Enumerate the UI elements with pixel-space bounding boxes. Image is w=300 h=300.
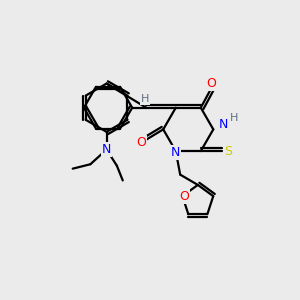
Text: N: N [102, 143, 111, 156]
Text: S: S [224, 145, 232, 158]
Text: O: O [136, 136, 146, 149]
Text: O: O [179, 190, 189, 202]
Text: N: N [170, 146, 180, 159]
Text: H: H [230, 113, 239, 123]
Text: O: O [206, 77, 216, 90]
Text: H: H [141, 94, 149, 104]
Text: N: N [219, 118, 228, 131]
